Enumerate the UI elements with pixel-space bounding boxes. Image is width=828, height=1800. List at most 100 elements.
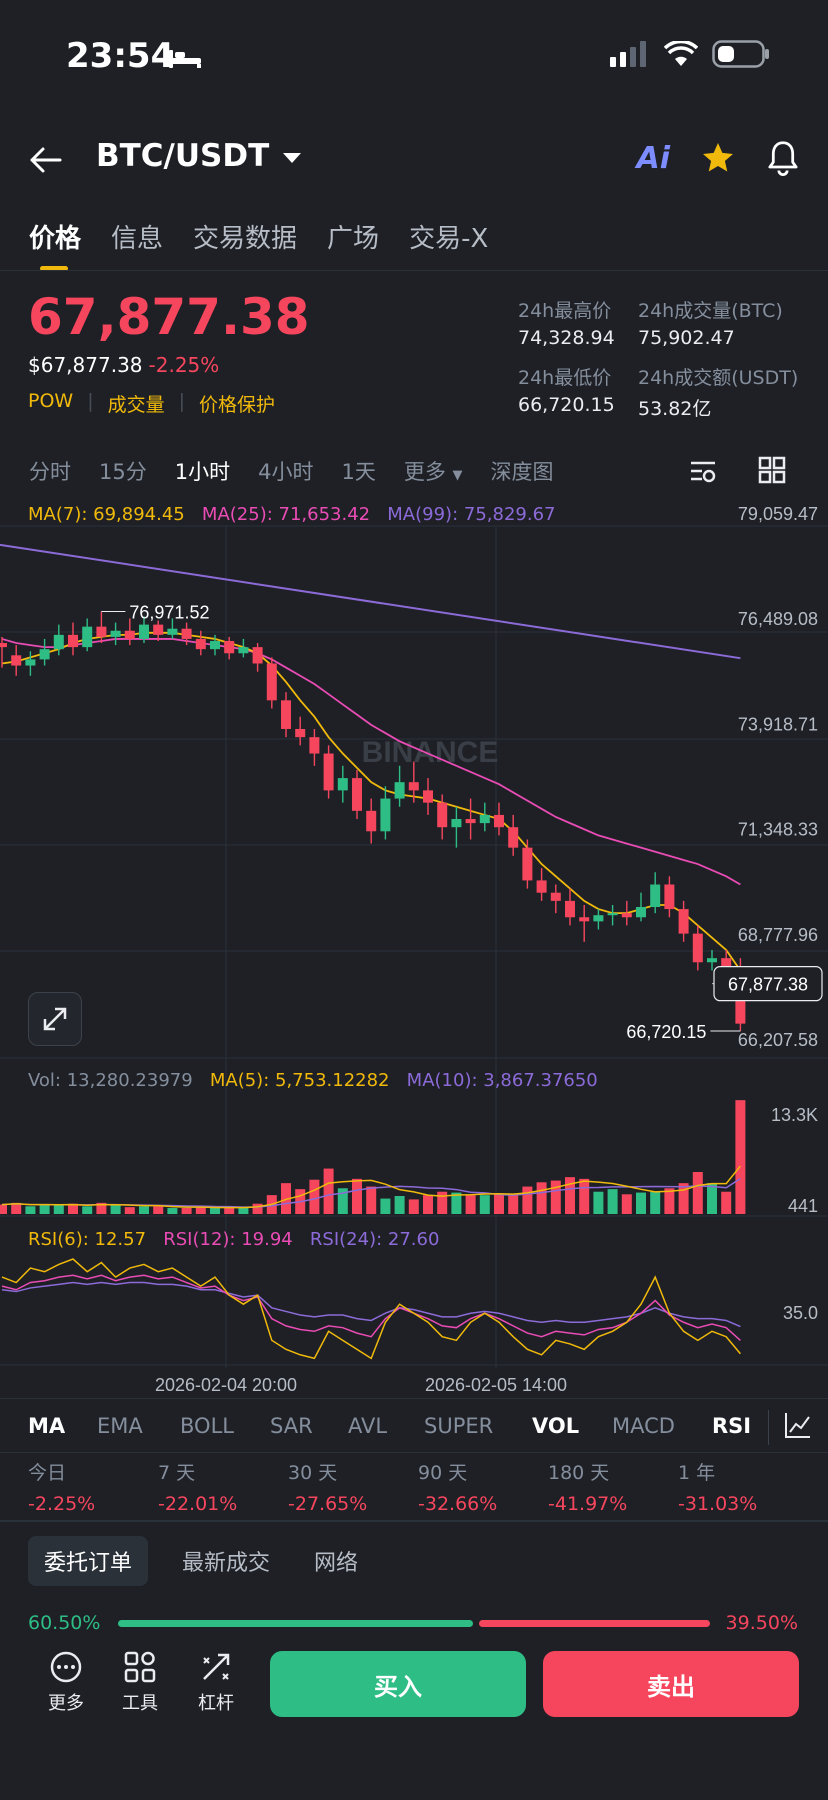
- stat-24h-low: 24h最低价 66,720.15: [518, 363, 615, 416]
- candle-body: [437, 802, 448, 828]
- bell-icon[interactable]: [766, 140, 800, 176]
- candle-body: [721, 958, 732, 971]
- tab-trade-x[interactable]: 交易-X: [409, 224, 489, 254]
- volume-bar: [451, 1192, 462, 1214]
- back-arrow-icon[interactable]: [26, 140, 66, 180]
- stat-value: 53.82亿: [638, 398, 712, 420]
- tab-price[interactable]: 价格: [29, 224, 82, 254]
- perf-value: -41.97%: [548, 1493, 628, 1515]
- indicator-ema[interactable]: EMA: [97, 1414, 143, 1438]
- divider: [0, 270, 828, 271]
- tab-trading-data[interactable]: 交易数据: [193, 224, 298, 254]
- depth-chart-tab[interactable]: 深度图: [490, 460, 554, 484]
- ai-icon[interactable]: Ai: [636, 140, 670, 176]
- volume-bar: [281, 1183, 291, 1214]
- rsi6-line: [1, 1258, 741, 1360]
- perf-value: -27.65%: [288, 1493, 368, 1515]
- candle-body: [110, 630, 121, 637]
- volume-bar: [210, 1208, 220, 1214]
- volume-bar: [664, 1188, 675, 1214]
- tag-pow[interactable]: POW: [28, 390, 74, 412]
- interval-1d[interactable]: 1天: [341, 460, 376, 484]
- perf-label: 90 天: [418, 1462, 468, 1484]
- candle-body: [465, 819, 476, 824]
- candle-body: [295, 728, 306, 738]
- stat-value: 74,328.94: [518, 327, 615, 349]
- volume-bar: [621, 1194, 632, 1214]
- volume-bar: [224, 1207, 235, 1214]
- candle-body: [678, 909, 689, 934]
- candle-body: [153, 624, 164, 635]
- candle-body: [494, 814, 504, 828]
- wifi-icon: [664, 41, 698, 66]
- tab-latest-trades[interactable]: 最新成交: [182, 1551, 271, 1576]
- tab-network[interactable]: 网络: [314, 1551, 359, 1576]
- indicator-vol[interactable]: VOL: [532, 1414, 580, 1438]
- perf-label: 今日: [28, 1462, 67, 1484]
- volume-bar: [550, 1180, 561, 1214]
- indicator-sar[interactable]: SAR: [270, 1414, 313, 1438]
- candle-body: [707, 958, 717, 963]
- rsi-tick-label: 35.0: [783, 1303, 818, 1323]
- stat-value: 66,720.15: [518, 394, 615, 416]
- candle-body: [124, 630, 135, 639]
- tag-price-protection[interactable]: 价格保护: [199, 394, 276, 416]
- rsi6-legend: RSI(6): 12.57: [28, 1229, 147, 1250]
- last-price: 67,877.38: [28, 288, 310, 346]
- interval-more[interactable]: 更多 ▼: [404, 456, 463, 486]
- interval-4h[interactable]: 4小时: [258, 460, 314, 484]
- candle-body: [139, 624, 149, 639]
- indicator-rsi[interactable]: RSI: [712, 1414, 752, 1438]
- x-tick-label: 2026-02-05 14:00: [425, 1375, 567, 1395]
- indicator-macd[interactable]: MACD: [612, 1414, 675, 1438]
- leverage-button[interactable]: 杠杆: [186, 1650, 246, 1715]
- candle-body: [25, 659, 36, 666]
- volume-bar: [96, 1202, 107, 1214]
- volume-bar: [323, 1168, 334, 1214]
- tools-grid-icon: [124, 1651, 156, 1683]
- tab-open-orders[interactable]: 委托订单: [28, 1536, 149, 1586]
- vol-ma10: MA(10): 3,867.37650: [406, 1070, 598, 1091]
- perf-value: -31.03%: [678, 1493, 758, 1515]
- indicator-bar: MA EMA BOLL SAR AVL SUPER VOL MACD RSI: [0, 1400, 828, 1452]
- chart-settings-icon[interactable]: [688, 456, 718, 490]
- more-label: 更多: [48, 1693, 84, 1714]
- candle-body: [636, 907, 646, 918]
- indicator-super[interactable]: SUPER: [424, 1414, 494, 1438]
- tools-label: 工具: [122, 1693, 158, 1714]
- interval-more-label: 更多: [403, 460, 446, 484]
- tab-square[interactable]: 广场: [327, 224, 380, 254]
- more-button[interactable]: 更多: [36, 1650, 96, 1715]
- tools-button[interactable]: 工具: [110, 1650, 170, 1715]
- star-icon[interactable]: [700, 140, 736, 176]
- indicator-avl[interactable]: AVL: [348, 1414, 388, 1438]
- candle-body: [565, 900, 575, 918]
- interval-15m[interactable]: 15分: [99, 460, 147, 484]
- indicator-boll[interactable]: BOLL: [180, 1414, 234, 1438]
- indicator-settings-icon[interactable]: [768, 1410, 813, 1445]
- indicator-ma[interactable]: MA: [28, 1414, 66, 1438]
- grid-layout-icon[interactable]: [758, 456, 786, 488]
- candle-body: [394, 782, 405, 799]
- buy-button[interactable]: 买入: [270, 1651, 526, 1717]
- candle-body: [451, 819, 462, 828]
- candle-body: [522, 847, 533, 881]
- y-tick-label: 68,777.96: [738, 925, 818, 945]
- tag-volume[interactable]: 成交量: [107, 394, 165, 416]
- sell-button[interactable]: 卖出: [543, 1651, 799, 1717]
- y-tick-label: 66,207.58: [738, 1030, 818, 1050]
- pair-selector[interactable]: BTC/USDT: [96, 138, 302, 174]
- chevron-down-icon: [283, 152, 302, 163]
- stat-label: 24h成交额(USDT): [638, 367, 799, 389]
- interval-1h[interactable]: 1小时: [174, 460, 231, 484]
- interval-time-sharing[interactable]: 分时: [29, 460, 71, 484]
- kline-chart[interactable]: BINANCE 79,059.47 76,489.08 73,918.71 71,348…: [0, 500, 828, 1400]
- volume-bar: [82, 1206, 93, 1214]
- tab-info[interactable]: 信息: [111, 224, 164, 254]
- fullscreen-expand-icon[interactable]: [28, 992, 82, 1046]
- more-dots-icon: [50, 1651, 82, 1683]
- candle-body: [621, 913, 632, 918]
- watermark: BINANCE: [362, 736, 499, 769]
- candle-body: [408, 782, 419, 791]
- candle-body: [650, 884, 661, 908]
